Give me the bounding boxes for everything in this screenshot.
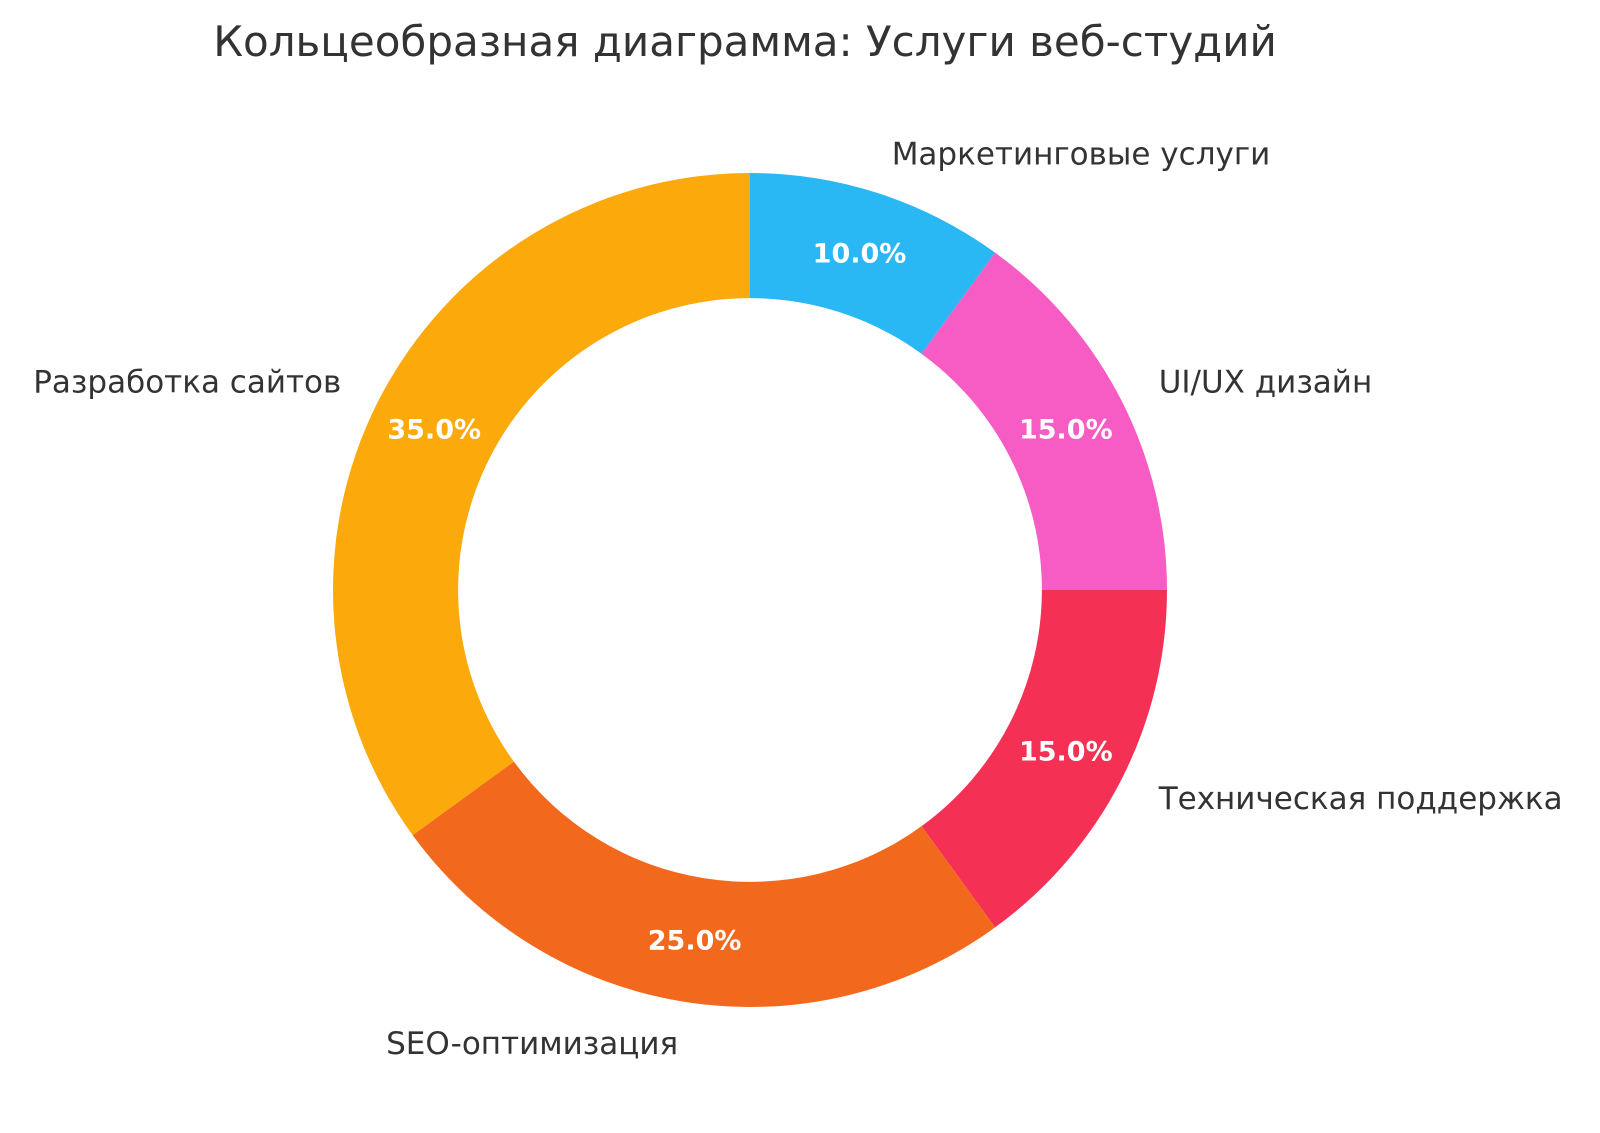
slice-percent-label-4: 35.0%: [387, 415, 481, 446]
slice-category-label-1: UI/UX дизайн: [1159, 365, 1373, 401]
pie-slice-3: [412, 761, 996, 1008]
slice-percent-label-2: 15.0%: [1019, 736, 1113, 767]
pie-slice-1: [921, 252, 1167, 590]
slice-category-label-4: Разработка сайтов: [33, 365, 341, 401]
slice-category-label-3: SEO-оптимизация: [386, 1026, 678, 1062]
slice-category-label-2: Техническая поддержка: [1158, 781, 1563, 817]
slice-percent-label-1: 15.0%: [1019, 415, 1113, 446]
slice-percent-label-0: 10.0%: [813, 238, 907, 269]
donut-labels-group: 10.0% Маркетинговые услуги 15.0% UI/UX диза…: [33, 137, 1562, 1062]
chart-title: Кольцеобразная диаграмма: Услуги веб-сту…: [213, 17, 1277, 66]
slice-category-label-0: Маркетинговые услуги: [892, 137, 1271, 173]
slice-percent-label-3: 25.0%: [648, 926, 742, 957]
pie-slice-4: [332, 173, 750, 836]
pie-slice-2: [921, 590, 1167, 928]
donut-slices-group: [332, 173, 1167, 1008]
pie-slice-0: [750, 173, 996, 354]
